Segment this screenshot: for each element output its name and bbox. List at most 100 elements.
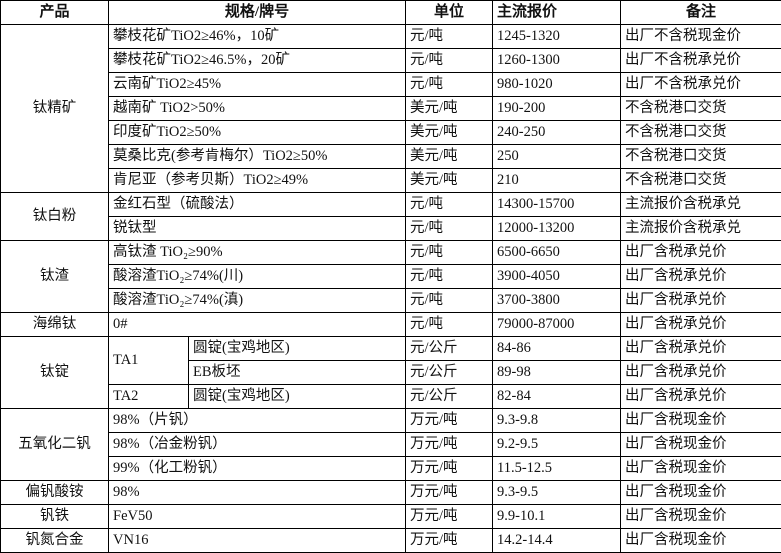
- unit-cell: 万元/吨: [405, 408, 494, 433]
- grade-cell: TA1: [108, 336, 189, 385]
- table-row: 98%（冶金粉钒） 万元/吨 9.2-9.5 出厂含税现金价: [1, 432, 781, 457]
- unit-cell: 美元/吨: [405, 120, 494, 145]
- spec-cell: 金红石型（硫酸法）: [107, 192, 407, 217]
- unit-cell: 元/公斤: [405, 336, 494, 361]
- spec-cell: 0#: [107, 312, 407, 337]
- table-body: 钛精矿 攀枝花矿TiO2≥46%，10矿 元/吨 1245-1320 出厂不含税现金价攀…: [0, 24, 781, 553]
- spec-cell: 肯尼亚（参考贝斯）TiO2≥49%: [107, 168, 407, 193]
- product-cell: 偏钒酸铵: [0, 480, 109, 505]
- note-cell: 出厂含税承兑价: [620, 336, 781, 361]
- table-row: 五氧化二钒 98%（片钒） 万元/吨 9.3-9.8 出厂含税现金价: [0, 408, 781, 481]
- price-cell: 3900-4050: [492, 264, 622, 289]
- header-price: 主流报价: [492, 0, 622, 25]
- table-row: 锐钛型 元/吨 12000-13200 主流报价含税承兑: [1, 216, 781, 241]
- price-cell: 79000-87000: [492, 312, 622, 337]
- spec-cell: 云南矿TiO2≥45%: [107, 72, 407, 97]
- spec-cell: 印度矿TiO2≥50%: [107, 120, 407, 145]
- price-cell: 1260-1300: [492, 48, 622, 73]
- spec-cell: 98%（冶金粉钒）: [107, 432, 407, 457]
- note-cell: 不含税港口交货: [620, 144, 781, 169]
- spec-cell: 高钛渣 TiO₂≥90%: [107, 240, 407, 265]
- product-cell: 钛锭: [0, 336, 109, 409]
- note-cell: 不含税港口交货: [620, 168, 781, 193]
- note-cell: 出厂含税承兑价: [620, 312, 781, 337]
- price-cell: 240-250: [492, 120, 622, 145]
- unit-cell: 元/吨: [405, 72, 494, 97]
- header-row: 产品 规格/牌号 单位 主流报价 备注: [0, 0, 781, 25]
- table-row: 钛锭 TA1 圆锭(宝鸡地区) 元/公斤 84-86 出厂含税承兑价: [0, 336, 781, 409]
- unit-cell: 万元/吨: [405, 432, 494, 457]
- price-cell: 9.9-10.1: [492, 504, 622, 529]
- product-cell: 钒铁: [0, 504, 109, 529]
- price-cell: 9.3-9.8: [492, 408, 622, 433]
- note-cell: 出厂含税承兑价: [620, 384, 781, 409]
- spec-cell: 98%: [107, 480, 407, 505]
- unit-cell: 美元/吨: [405, 96, 494, 121]
- note-cell: 出厂不含税承兑价: [620, 48, 781, 73]
- note-cell: 出厂含税现金价: [620, 504, 781, 529]
- note-cell: 不含税港口交货: [620, 120, 781, 145]
- unit-cell: 元/公斤: [405, 384, 494, 409]
- table-row: EB板坯 元/公斤 89-98 出厂含税承兑价: [1, 360, 781, 385]
- spec-cell: 酸溶渣TiO₂≥74%(川): [107, 264, 407, 289]
- product-cell: 五氧化二钒: [0, 408, 109, 481]
- price-cell: 9.3-9.5: [492, 480, 622, 505]
- price-cell: 3700-3800: [492, 288, 622, 313]
- price-cell: 14300-15700: [492, 192, 622, 217]
- table-row: 酸溶渣TiO₂≥74%(川) 元/吨 3900-4050 出厂含税承兑价: [1, 264, 781, 289]
- price-cell: 210: [492, 168, 622, 193]
- spec-cell: FeV50: [107, 504, 407, 529]
- spec-cell: EB板坯: [187, 360, 407, 385]
- table-row: 钛精矿 攀枝花矿TiO2≥46%，10矿 元/吨 1245-1320 出厂不含税现金价: [0, 24, 781, 193]
- table-row: 莫桑比克(参考肯梅尔）TiO2≥50% 美元/吨 250 不含税港口交货: [1, 144, 781, 169]
- table-row: 云南矿TiO2≥45% 元/吨 980-1020 出厂不含税承兑价: [1, 72, 781, 97]
- note-cell: 出厂含税现金价: [620, 408, 781, 433]
- price-cell: 82-84: [492, 384, 622, 409]
- note-cell: 出厂不含税承兑价: [620, 72, 781, 97]
- unit-cell: 元/吨: [405, 240, 494, 265]
- price-cell: 6500-6650: [492, 240, 622, 265]
- product-cell: 钛白粉: [0, 192, 109, 241]
- unit-cell: 元/吨: [405, 312, 494, 337]
- spec-cell: 攀枝花矿TiO2≥46%，10矿: [107, 24, 407, 49]
- spec-cell: 酸溶渣TiO₂≥74%(滇): [107, 288, 407, 313]
- unit-cell: 万元/吨: [405, 456, 494, 481]
- spec-cell: 莫桑比克(参考肯梅尔）TiO2≥50%: [107, 144, 407, 169]
- unit-cell: 元/吨: [405, 24, 494, 49]
- price-cell: 89-98: [492, 360, 622, 385]
- note-cell: 出厂含税承兑价: [620, 240, 781, 265]
- product-cell: 钒氮合金: [0, 528, 109, 553]
- spec-cell: 攀枝花矿TiO2≥46.5%，20矿: [107, 48, 407, 73]
- price-cell: 84-86: [492, 336, 622, 361]
- note-cell: 出厂含税承兑价: [620, 264, 781, 289]
- table-row: 钛渣 高钛渣 TiO₂≥90% 元/吨 6500-6650 出厂含税承兑价: [0, 240, 781, 313]
- table-row: 钒铁 FeV50 万元/吨 9.9-10.1 出厂含税现金价: [0, 504, 781, 529]
- price-cell: 190-200: [492, 96, 622, 121]
- unit-cell: 万元/吨: [405, 504, 494, 529]
- price-cell: 9.2-9.5: [492, 432, 622, 457]
- spec-cell: VN16: [107, 528, 407, 553]
- header-note: 备注: [620, 0, 781, 25]
- header-spec: 规格/牌号: [107, 0, 407, 25]
- unit-cell: 元/吨: [405, 48, 494, 73]
- price-cell: 12000-13200: [492, 216, 622, 241]
- unit-cell: 元/公斤: [405, 360, 494, 385]
- note-cell: 主流报价含税承兑: [620, 216, 781, 241]
- product-cell: 钛精矿: [0, 24, 109, 193]
- spec-cell: 99%（化工粉钒）: [107, 456, 407, 481]
- price-cell: 14.2-14.4: [492, 528, 622, 553]
- note-cell: 出厂含税现金价: [620, 528, 781, 553]
- table-row: 肯尼亚（参考贝斯）TiO2≥49% 美元/吨 210 不含税港口交货: [1, 168, 781, 193]
- product-cell: 钛渣: [0, 240, 109, 313]
- header-unit: 单位: [405, 0, 494, 25]
- table-row: 偏钒酸铵 98% 万元/吨 9.3-9.5 出厂含税现金价: [0, 480, 781, 505]
- table-row: 海绵钛 0# 元/吨 79000-87000 出厂含税承兑价: [0, 312, 781, 337]
- table-row: 印度矿TiO2≥50% 美元/吨 240-250 不含税港口交货: [1, 120, 781, 145]
- table-row: TA2 圆锭(宝鸡地区) 元/公斤 82-84 出厂含税承兑价: [1, 384, 781, 409]
- unit-cell: 元/吨: [405, 216, 494, 241]
- note-cell: 不含税港口交货: [620, 96, 781, 121]
- spec-cell: 98%（片钒）: [107, 408, 407, 433]
- price-cell: 250: [492, 144, 622, 169]
- unit-cell: 万元/吨: [405, 480, 494, 505]
